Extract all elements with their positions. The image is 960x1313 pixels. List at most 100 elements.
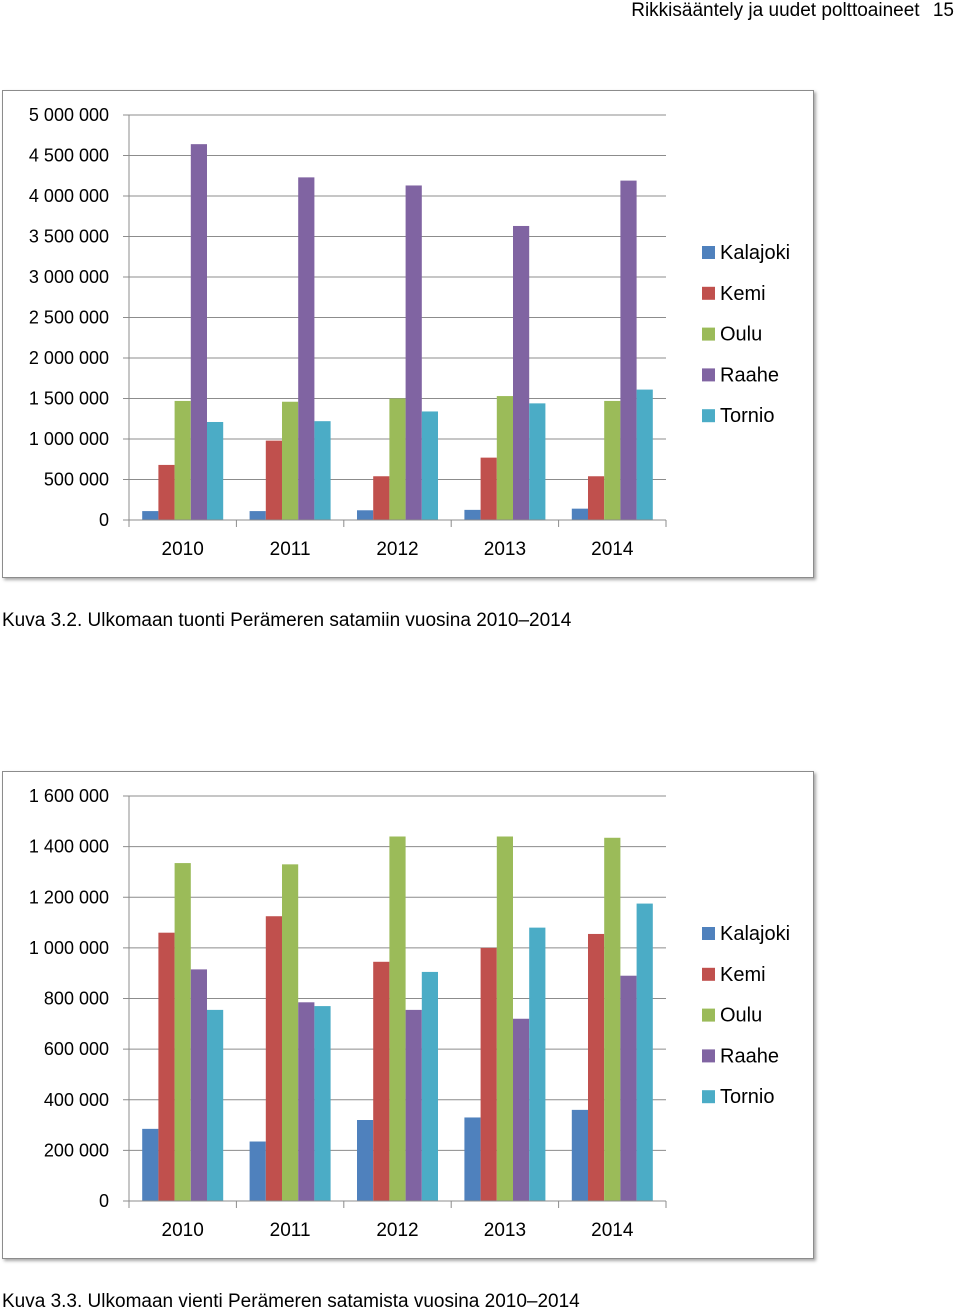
bar-kalajoki-2012 <box>357 1120 374 1201</box>
y-tick-label: 3 500 000 <box>29 227 109 247</box>
y-tick-label: 400 000 <box>44 1090 109 1110</box>
y-tick-label: 500 000 <box>44 470 109 490</box>
bar-oulu-2014 <box>604 837 621 1201</box>
legend-label-tornio: Tornio <box>720 405 774 427</box>
bar-oulu-2011 <box>282 864 299 1201</box>
legend-swatch-kemi <box>702 967 715 981</box>
bar-oulu-2010 <box>174 400 191 520</box>
bar-tornio-2010 <box>207 1009 224 1201</box>
x-tick-label: 2011 <box>270 1220 311 1241</box>
legend-swatch-kalajoki <box>702 927 715 940</box>
bar-kemi-2011 <box>265 916 282 1201</box>
export-chart: 0 200 000 400 000 600 000 800 000 1 000 000 1 … <box>29 786 790 1241</box>
import-chart-frame: 0 500 000 1 000 000 1 500 000 2 000 000 2 500… <box>2 90 814 578</box>
y-tick-label: 0 <box>99 510 109 530</box>
y-tick-label: 4 500 000 <box>29 146 109 166</box>
bar-raahe-2012 <box>405 1009 422 1201</box>
x-tick-label: 2010 <box>162 539 204 560</box>
document-title: Rikkisääntely ja uudet polttoaineet <box>631 0 920 21</box>
bar-oulu-2011 <box>282 401 299 520</box>
x-tick-label: 2014 <box>591 1220 634 1241</box>
legend-label-kalajoki: Kalajoki <box>720 242 790 264</box>
bar-kemi-2013 <box>480 947 497 1201</box>
y-tick-label: 1 600 000 <box>29 786 109 806</box>
bar-kemi-2011 <box>265 440 282 520</box>
x-tick-label: 2012 <box>376 539 418 560</box>
bar-tornio-2014 <box>636 903 653 1201</box>
y-tick-label: 1 200 000 <box>29 887 109 907</box>
page-header: Rikkisääntely ja uudet polttoaineet 15 <box>631 0 954 22</box>
y-tick-label: 800 000 <box>44 989 109 1009</box>
bar-raahe-2012 <box>405 185 422 520</box>
bar-tornio-2012 <box>421 971 438 1201</box>
page-number: 15 <box>932 0 954 21</box>
bar-tornio-2013 <box>529 403 546 520</box>
legend-label-raahe: Raahe <box>720 1045 779 1067</box>
bar-tornio-2013 <box>529 927 546 1201</box>
bar-tornio-2014 <box>636 389 653 520</box>
y-tick-label: 1 400 000 <box>29 837 109 857</box>
y-tick-label: 1 500 000 <box>29 389 109 409</box>
y-tick-label: 3 000 000 <box>29 267 109 287</box>
y-tick-label: 1 000 000 <box>29 938 109 958</box>
bar-raahe-2013 <box>513 225 530 520</box>
bar-kalajoki-2012 <box>357 510 374 520</box>
y-tick-label: 1 000 000 <box>29 429 109 449</box>
y-tick-label: 2 000 000 <box>29 348 109 368</box>
bar-kemi-2010 <box>158 932 175 1201</box>
bar-tornio-2011 <box>314 421 331 520</box>
import-chart: 0 500 000 1 000 000 1 500 000 2 000 000 2 500… <box>29 105 790 560</box>
bar-kemi-2012 <box>373 961 390 1201</box>
import-chart-caption: Kuva 3.2. Ulkomaan tuonti Perämeren sata… <box>2 610 572 631</box>
y-tick-label: 0 <box>99 1191 109 1211</box>
legend-swatch-raahe <box>702 1049 715 1063</box>
x-tick-label: 2013 <box>484 1220 526 1241</box>
legend-swatch-tornio <box>702 1090 715 1104</box>
y-tick-label: 4 000 000 <box>29 186 109 206</box>
bar-tornio-2011 <box>314 1006 331 1201</box>
bar-kemi-2012 <box>373 476 390 520</box>
bar-oulu-2010 <box>174 863 191 1201</box>
bar-kemi-2010 <box>158 464 175 520</box>
export-chart-caption: Kuva 3.3. Ulkomaan vienti Perämeren sata… <box>2 1291 580 1312</box>
legend-swatch-kalajoki <box>702 246 715 259</box>
x-tick-label: 2014 <box>591 539 634 560</box>
bar-kalajoki-2011 <box>249 511 266 520</box>
bar-raahe-2014 <box>620 180 637 521</box>
bar-raahe-2010 <box>190 969 207 1201</box>
bar-oulu-2013 <box>496 836 513 1201</box>
bar-raahe-2013 <box>513 1018 530 1201</box>
y-tick-label: 2 500 000 <box>29 308 109 328</box>
bar-kalajoki-2013 <box>464 509 481 520</box>
bar-kalajoki-2014 <box>571 1109 588 1201</box>
bar-raahe-2011 <box>298 1002 315 1201</box>
bar-raahe-2011 <box>298 177 315 520</box>
legend-swatch-tornio <box>702 409 715 423</box>
bar-tornio-2012 <box>421 411 438 520</box>
bar-oulu-2013 <box>496 396 513 520</box>
legend-label-oulu: Oulu <box>720 324 762 346</box>
legend-swatch-oulu <box>702 1008 715 1022</box>
x-tick-label: 2012 <box>376 1220 418 1241</box>
x-tick-label: 2013 <box>484 539 526 560</box>
bar-kalajoki-2013 <box>464 1117 481 1201</box>
legend-label-kemi: Kemi <box>720 964 766 986</box>
bar-kalajoki-2014 <box>571 508 588 520</box>
bar-kemi-2014 <box>588 933 605 1201</box>
export-chart-frame: 0 200 000 400 000 600 000 800 000 1 000 000 1 … <box>2 771 814 1259</box>
bar-raahe-2014 <box>620 975 637 1201</box>
bar-kemi-2013 <box>480 457 497 520</box>
legend-label-kalajoki: Kalajoki <box>720 923 790 945</box>
legend-swatch-kemi <box>702 286 715 300</box>
legend-swatch-oulu <box>702 327 715 341</box>
bar-kemi-2014 <box>588 476 605 520</box>
bar-raahe-2010 <box>190 144 207 520</box>
y-tick-label: 200 000 <box>44 1140 109 1160</box>
bar-kalajoki-2010 <box>142 511 159 520</box>
bar-kalajoki-2010 <box>142 1128 159 1201</box>
bar-kalajoki-2011 <box>249 1141 266 1201</box>
legend-swatch-raahe <box>702 368 715 382</box>
y-tick-label: 5 000 000 <box>29 105 109 125</box>
legend-label-raahe: Raahe <box>720 364 779 386</box>
bar-oulu-2012 <box>389 398 406 520</box>
